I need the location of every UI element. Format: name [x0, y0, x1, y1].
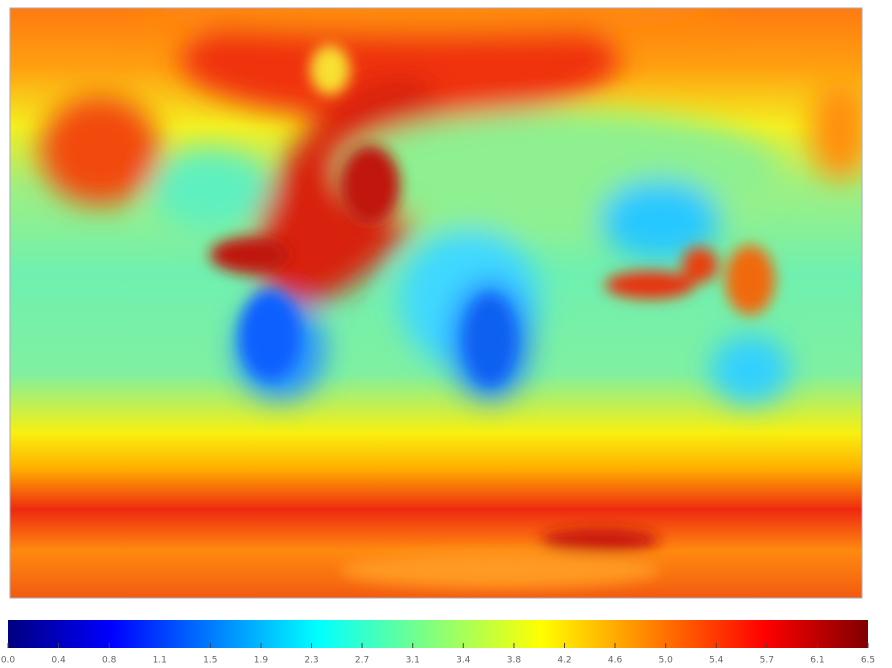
colorbar-tick-label: 3.4 [456, 656, 471, 666]
colorbar-tick-label: 6.5 [861, 656, 875, 666]
colorbar-tick-label: 5.7 [760, 656, 774, 666]
colorbar-ticks: 0.0 0.4 0.8 1.1 1.5 1.9 2.3 2.7 3.1 3.4 3.8 4.2 4.6 5… [1, 643, 875, 666]
map-frame [9, 7, 863, 599]
colorbar [8, 620, 868, 648]
heatmap [10, 8, 862, 598]
colorbar-tick-label: 5.0 [659, 656, 674, 666]
colorbar-tick-label: 3.1 [406, 656, 420, 666]
colorbar-tick-label: 3.8 [507, 656, 522, 666]
colorbar-tick-label: 2.3 [304, 656, 318, 666]
colorbar-tick-label: 2.7 [355, 656, 369, 666]
colorbar-tick-label: 4.6 [608, 656, 623, 666]
colorbar-tick-label: 1.1 [153, 656, 167, 666]
colorbar-tick-label: 4.2 [557, 656, 571, 666]
colorbar-tick-label: 5.4 [709, 656, 724, 666]
colorbar-tick-label: 0.0 [1, 656, 16, 666]
colorbar-tick-label: 0.8 [102, 656, 117, 666]
colorbar-tick-label: 6.1 [810, 656, 824, 666]
colorbar-tick-label: 1.9 [254, 656, 269, 666]
colorbar-tick-label: 1.5 [203, 656, 217, 666]
colorbar-tick-label: 0.4 [51, 656, 66, 666]
